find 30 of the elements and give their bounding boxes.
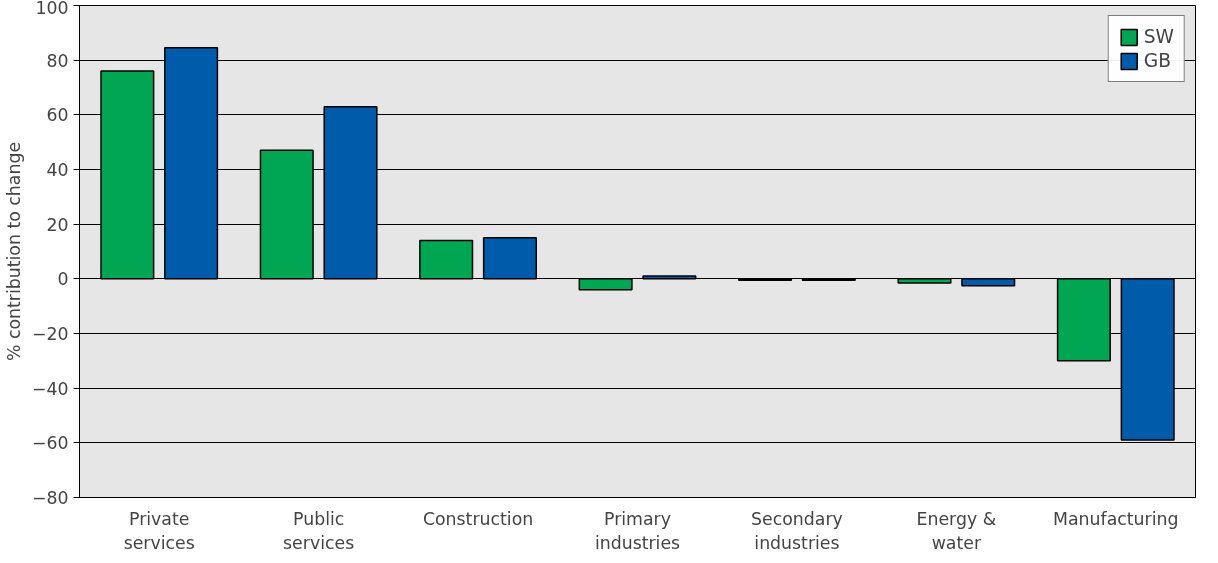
bar: [259, 149, 314, 280]
bar: [1056, 278, 1111, 362]
bar: [578, 278, 633, 291]
y-tick-label: −80: [31, 488, 69, 508]
y-tick-label: −60: [31, 433, 69, 454]
y-tick-label: −40: [31, 378, 69, 399]
y-tick-label: 40: [46, 160, 69, 180]
y-tick-label: 60: [46, 105, 69, 126]
bar: [961, 278, 1016, 287]
legend-label: SW: [1143, 26, 1174, 47]
legend-label: GB: [1143, 50, 1171, 71]
x-tick-label: Energy & water: [916, 508, 997, 553]
y-tick-label: 80: [46, 50, 69, 71]
x-tick-label: Manufacturing: [1053, 508, 1179, 529]
x-tick-label: Primary industries: [594, 508, 681, 553]
x-tick-label: Secondary industries: [751, 508, 843, 553]
x-tick-label: Public services: [283, 508, 355, 553]
bar: [419, 239, 474, 280]
bar: [482, 237, 538, 280]
bar: [897, 278, 952, 284]
y-tick-label: 20: [46, 214, 69, 235]
x-tick-label: Private services: [123, 508, 195, 553]
bar: [642, 275, 697, 280]
x-tick-label: Construction: [422, 508, 534, 529]
y-tick-label: −20: [31, 324, 69, 344]
y-axis-title: % contribution to change: [3, 141, 24, 362]
bar: [100, 70, 155, 280]
bar: [323, 105, 378, 280]
y-tick-label: 100: [35, 0, 69, 18]
y-tick-label: 0: [57, 269, 69, 290]
